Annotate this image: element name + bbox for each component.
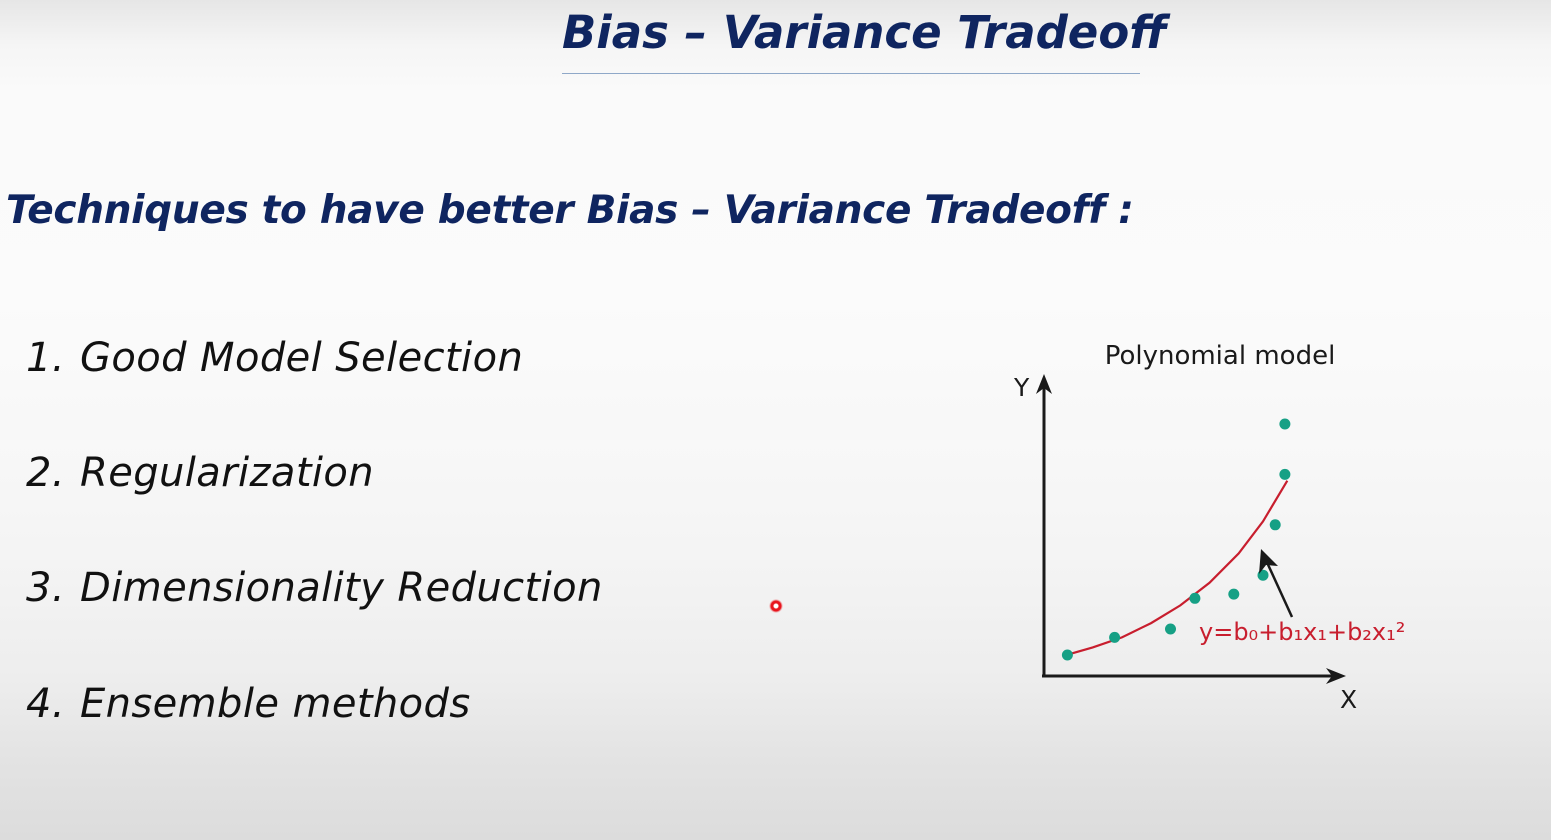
data-point-1	[1061, 649, 1073, 661]
technique-label: Ensemble methods	[80, 681, 471, 727]
y-axis-label: Y	[1013, 373, 1030, 402]
data-point-6	[1257, 569, 1269, 581]
data-point-2	[1109, 631, 1121, 643]
data-point-4	[1189, 592, 1201, 604]
technique-label: Dimensionality Reduction	[80, 565, 603, 611]
x-axis-label: X	[1340, 685, 1357, 714]
data-point-5	[1228, 588, 1240, 600]
technique-item-regularization: 2. Regularization	[26, 445, 374, 501]
fit-curve	[1063, 480, 1289, 657]
technique-item-model-selection: 1. Good Model Selection	[26, 330, 523, 386]
y-axis-arrow-icon	[1036, 374, 1052, 394]
slide-subtitle: Techniques to have better Bias – Varianc…	[6, 188, 1134, 233]
equation-pointer-arrow-icon	[1259, 549, 1278, 574]
equation-label: y=b₀+b₁x₁+b₂x₁²	[1199, 618, 1405, 646]
chart-title: Polynomial model	[1105, 341, 1336, 371]
technique-number: 1.	[26, 335, 65, 381]
technique-item-ensemble-methods: 4. Ensemble methods	[26, 676, 471, 732]
technique-label: Regularization	[80, 450, 375, 496]
technique-number: 3.	[26, 565, 65, 611]
technique-number: 4.	[26, 681, 65, 727]
data-point-9	[1279, 418, 1291, 430]
x-axis-arrow-icon	[1326, 668, 1346, 684]
laser-pointer-dot	[769, 599, 783, 613]
technique-number: 2.	[26, 450, 65, 496]
equation-pointer-line	[1263, 557, 1294, 618]
data-point-8	[1279, 468, 1291, 480]
data-point-7	[1269, 519, 1281, 531]
data-points	[1061, 418, 1291, 661]
technique-item-dimensionality-reduction: 3. Dimensionality Reduction	[26, 560, 603, 616]
slide-title: Bias – Variance Tradeoff	[562, 2, 1167, 74]
technique-label: Good Model Selection	[80, 335, 524, 381]
polynomial-model-chart: Polynomial model Y X y=b₀+b₁x₁+b₂x₁²	[1013, 341, 1405, 714]
data-point-3	[1165, 623, 1176, 635]
